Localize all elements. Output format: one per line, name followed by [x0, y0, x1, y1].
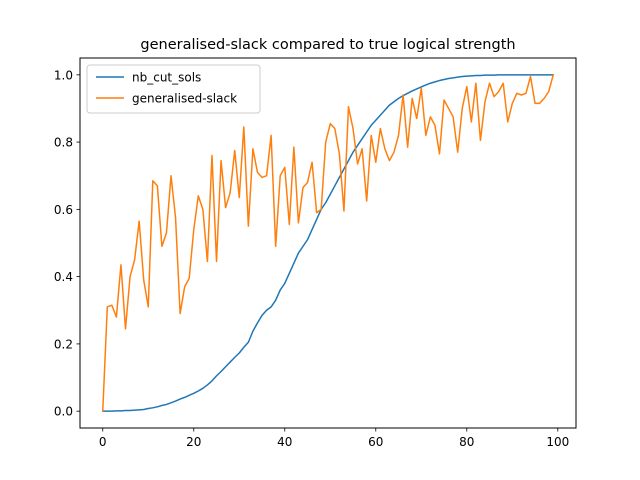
- x-tick-label: 80: [459, 435, 474, 449]
- plot-area-frame: [79, 57, 577, 429]
- x-tick-label: 40: [277, 435, 292, 449]
- y-tick-label: 0.2: [54, 337, 73, 351]
- legend-label-generalised-slack: generalised-slack: [132, 92, 237, 106]
- y-tick-label: 0.8: [54, 136, 73, 150]
- series-line-generalised-slack: [101, 73, 555, 412]
- x-tick-label: 100: [546, 435, 569, 449]
- legend: nb_cut_sols generalised-slack: [86, 64, 261, 114]
- chart-title: generalised-slack compared to true logic…: [140, 37, 515, 53]
- x-tick-label: 20: [186, 435, 201, 449]
- legend-label-nb_cut_sols: nb_cut_sols: [132, 71, 201, 85]
- y-tick-label: 1.0: [54, 68, 73, 82]
- series-layer: [101, 73, 555, 412]
- x-tick-label: 0: [99, 435, 107, 449]
- y-tick-label: 0.4: [54, 270, 73, 284]
- x-tick-label: 60: [368, 435, 383, 449]
- series-line-nb_cut_sols: [102, 74, 554, 412]
- y-tick-label: 0.0: [54, 405, 73, 419]
- legend-box: [86, 64, 261, 114]
- x-axis: 0 20 40 60 80 100: [99, 428, 569, 449]
- y-axis: 0.0 0.2 0.4 0.6 0.8 1.0: [54, 68, 80, 419]
- y-tick-label: 0.6: [54, 203, 73, 217]
